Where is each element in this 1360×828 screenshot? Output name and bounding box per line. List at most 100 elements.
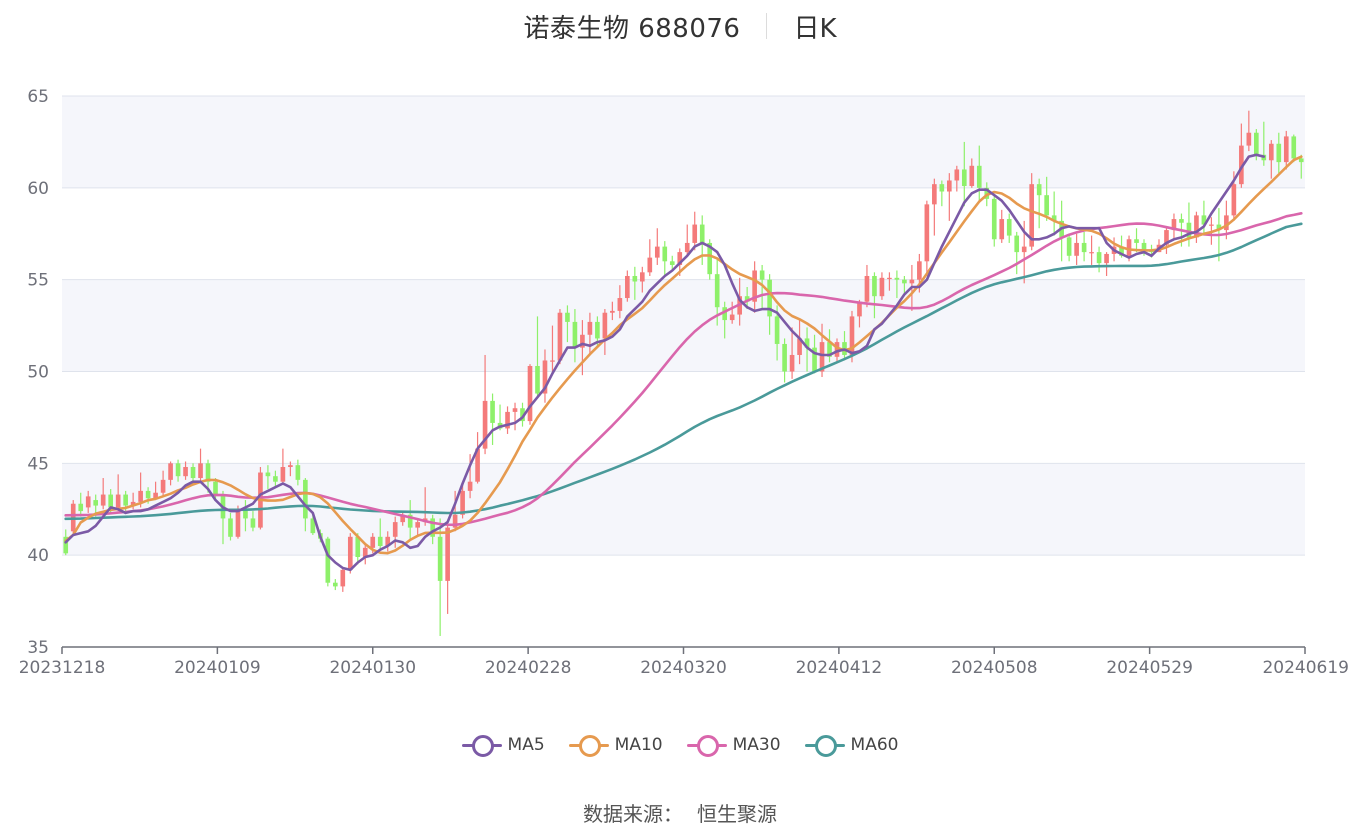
- candle-body: [400, 514, 406, 523]
- candle-body: [243, 509, 248, 519]
- x-tick-label: 20240508: [951, 658, 1038, 678]
- series-line-ma10: [64, 155, 1303, 555]
- y-tick-label: 55: [27, 271, 49, 291]
- candle-body: [707, 242, 713, 275]
- candlestick-chart: 35 40 45 50 55 60 65 20231218 20240109 20240130 20…: [19, 87, 1349, 678]
- legend-ring-ma60: [814, 735, 837, 757]
- candle-body: [250, 518, 256, 528]
- legend-item-ma5[interactable]: MA5: [461, 734, 545, 757]
- candle-body: [947, 180, 952, 192]
- candle-body: [505, 411, 510, 429]
- candle-body: [160, 479, 166, 493]
- plot-bands: [62, 96, 1305, 556]
- chart-title: 诺泰生物 688076: [523, 13, 741, 44]
- candle-body: [744, 296, 750, 302]
- candle-body: [482, 400, 488, 449]
- candle-body: [1224, 215, 1229, 231]
- candle-body: [445, 527, 450, 581]
- candle-body: [1014, 235, 1020, 253]
- candle-body: [961, 169, 967, 186]
- candle-body: [722, 307, 728, 321]
- candle-body: [887, 277, 892, 280]
- candle-body: [1283, 136, 1289, 163]
- candle-body: [430, 518, 435, 537]
- data-source-label: 数据来源：: [583, 802, 683, 826]
- candles: [63, 110, 1304, 636]
- candle-body: [1209, 224, 1214, 226]
- candle-body: [355, 536, 361, 558]
- legend-ring-ma5: [471, 735, 494, 757]
- legend-item-ma60[interactable]: MA60: [804, 734, 899, 757]
- chart-title-row: 诺泰生物 688076 日K: [0, 6, 1360, 46]
- candle-body: [407, 514, 413, 528]
- candle-body: [917, 261, 922, 280]
- legend-label-ma60: MA60: [850, 735, 899, 755]
- candle-body: [1164, 230, 1169, 245]
- candle-body: [1186, 222, 1192, 238]
- candle-body: [587, 321, 593, 335]
- candle-body: [362, 547, 368, 558]
- candle-body: [797, 338, 802, 355]
- candle-body: [1298, 158, 1304, 163]
- candle-body: [288, 465, 293, 468]
- candle-body: [475, 448, 480, 482]
- candle-body: [100, 494, 106, 506]
- candle-body: [190, 467, 196, 479]
- candle-body: [894, 277, 900, 280]
- candle-body: [1044, 195, 1049, 216]
- chart-legend: MA5 MA10 MA30 MA60: [0, 734, 1360, 757]
- data-source-name: 恒生聚源: [697, 802, 777, 826]
- candle-body: [662, 246, 668, 262]
- candle-body: [295, 465, 301, 480]
- legend-ring-ma10: [578, 735, 601, 757]
- candle-body: [864, 275, 870, 302]
- data-source: 数据来源： 恒生聚源: [0, 798, 1360, 827]
- candle-body: [1051, 215, 1057, 221]
- candle-body: [145, 490, 151, 499]
- candle-body: [460, 490, 465, 515]
- legend-ring-ma30: [696, 735, 719, 757]
- candle-body: [1021, 246, 1027, 253]
- candle-body: [654, 246, 660, 258]
- candle-body: [85, 496, 91, 508]
- candle-body: [565, 312, 570, 322]
- candle-body: [273, 476, 278, 482]
- legend-item-ma30[interactable]: MA30: [686, 734, 781, 757]
- candle-body: [370, 536, 376, 548]
- x-tick-label: 20240320: [640, 658, 727, 678]
- candle-body: [812, 347, 817, 372]
- y-tick-label: 60: [27, 179, 49, 199]
- candle-body: [78, 503, 84, 512]
- legend-swatch-ma60: [804, 734, 845, 757]
- legend-item-ma10[interactable]: MA10: [568, 734, 663, 757]
- candle-body: [1029, 184, 1035, 247]
- x-tick-label: 20240109: [174, 658, 261, 678]
- candle-body: [437, 536, 443, 581]
- legend-label-ma5: MA5: [507, 735, 545, 755]
- x-tick-label: 20240228: [485, 658, 572, 678]
- candle-body: [872, 275, 877, 297]
- x-tick-label: 20240130: [329, 658, 416, 678]
- title-divider: [766, 13, 768, 39]
- candle-body: [699, 224, 705, 243]
- candle-body: [610, 310, 615, 313]
- candle-body: [639, 272, 645, 282]
- legend-swatch-ma30: [686, 734, 727, 757]
- candle-body: [999, 219, 1005, 240]
- candle-body: [1276, 143, 1282, 163]
- candle-body: [1268, 143, 1274, 161]
- candle-body: [714, 274, 720, 308]
- candle-body: [617, 298, 623, 311]
- legend-label-ma30: MA30: [732, 735, 781, 755]
- grid-lines: [62, 95, 1305, 556]
- candle-body: [954, 169, 960, 181]
- x-tick-label: 20240619: [1262, 658, 1349, 678]
- candle-body: [520, 408, 525, 422]
- candle-body: [63, 536, 69, 554]
- candle-body: [1179, 219, 1184, 223]
- candle-body: [138, 490, 143, 502]
- candle-body: [1119, 246, 1124, 256]
- candle-body: [1096, 252, 1102, 264]
- candle-body: [969, 165, 975, 186]
- candle-body: [175, 463, 181, 477]
